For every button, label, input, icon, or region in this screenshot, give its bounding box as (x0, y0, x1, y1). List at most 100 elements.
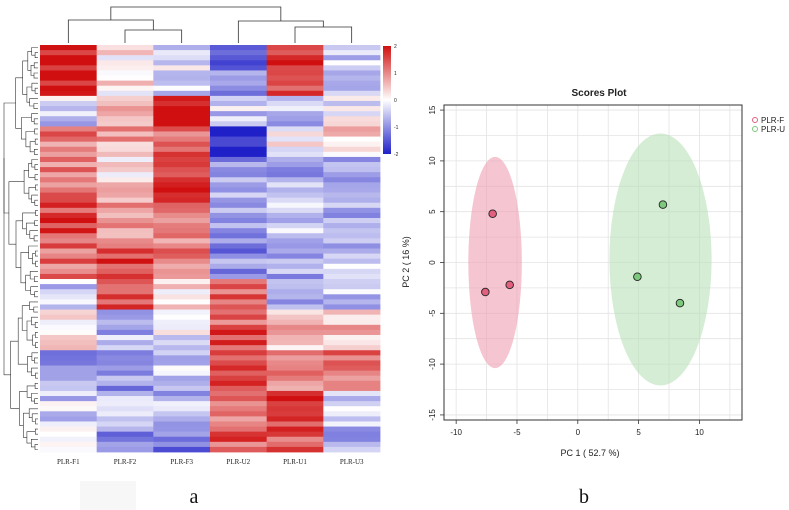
heatmap-cell (210, 243, 268, 249)
heatmap-cell (266, 167, 324, 173)
heatmap-cell (210, 304, 268, 310)
heatmap-cell (266, 365, 324, 371)
heatmap-cell (210, 45, 268, 51)
dendrogram-branch (33, 306, 38, 313)
heatmap-cell (266, 182, 324, 188)
heatmap-cell (323, 309, 381, 316)
heatmap-cell (96, 390, 154, 397)
heatmap-cell (210, 375, 268, 382)
heatmap-panel: PLR-F1 PLR-F2 PLR-F3 PLR-U2 PLR-U1 PLR-U3 2 1 0… (3, 6, 399, 510)
heatmap-colorbar: 2 1 0 -1 -2 (383, 44, 399, 158)
heatmap-cell (153, 212, 211, 219)
heatmap-cell (153, 197, 211, 204)
heatmap-cell (96, 350, 154, 356)
heatmap-cell (323, 233, 381, 239)
heatmap-cell (323, 146, 381, 153)
heatmap-cell (153, 350, 211, 356)
heatmap-cell (96, 314, 154, 321)
x-tick-label: 0 (576, 428, 581, 437)
heatmap-cell (153, 65, 211, 71)
heatmap-cell (323, 375, 381, 382)
heatmap-cell (96, 238, 154, 244)
heatmap-cell (266, 248, 324, 254)
heatmap-cell (210, 167, 268, 173)
heatmap-cell (40, 95, 98, 102)
scatter-point-plr-u (675, 298, 685, 308)
heatmap-cell (40, 55, 98, 61)
heatmap-cell (153, 289, 211, 295)
heatmap-cell (96, 85, 154, 92)
heatmap-cell (153, 375, 211, 382)
heatmap-cell (153, 370, 211, 377)
heatmap-cell (96, 65, 154, 71)
dendrogram-branch (237, 20, 324, 43)
dendrogram-branch (21, 117, 32, 140)
heatmap-cell (153, 233, 211, 239)
heatmap-cell (153, 390, 211, 397)
heatmap-cell (210, 172, 268, 178)
y-axis-label: PC 2 ( 16 %) (401, 236, 411, 288)
heatmap-cell (266, 304, 324, 310)
heatmap-cell (210, 50, 268, 56)
heatmap-cell (210, 141, 268, 148)
scores-plot-panel: Scores Plot -10 -5 0 5 10 -15 -10 -5 0 5 10 15 PC 1… (401, 88, 785, 458)
heatmap-column-label: PLR-F1 (57, 458, 80, 466)
heatmap-cell (323, 177, 381, 183)
dendrogram-branch (31, 316, 38, 326)
dendrogram-branch (34, 149, 38, 155)
heatmap-cell (153, 172, 211, 178)
heatmap-cell (40, 385, 98, 392)
heatmap-cell (153, 324, 211, 331)
heatmap-cell (96, 141, 154, 148)
dendrogram-branch (33, 103, 38, 109)
heatmap-cell (210, 95, 268, 102)
heatmap-cell (153, 55, 211, 61)
colorbar-tick-label: -1 (394, 125, 399, 131)
heatmap-cell (210, 411, 268, 417)
heatmap-cell (323, 253, 381, 260)
heatmap-cell (266, 396, 324, 402)
heatmap-cell (323, 385, 381, 392)
heatmap-cell (210, 182, 268, 188)
heatmap-cell (210, 65, 268, 71)
heatmap-cell (153, 258, 211, 265)
heatmap-cell (210, 416, 268, 422)
heatmap-cell (96, 136, 154, 143)
heatmap-cell (266, 329, 324, 336)
heatmap-cell (210, 319, 268, 326)
heatmap-cell (210, 299, 268, 305)
heatmap-cell (323, 263, 381, 270)
heatmap-cell (96, 156, 154, 163)
heatmap-cell (40, 446, 98, 453)
heatmap-cell (40, 111, 98, 117)
heatmap-cell (323, 182, 381, 188)
heatmap-cell (96, 50, 154, 56)
heatmap-cell (323, 45, 381, 51)
dendrogram-branch (294, 26, 353, 43)
heatmap-cell (210, 324, 268, 331)
heatmap-cell (40, 202, 98, 209)
heatmap-cell (153, 187, 211, 193)
heatmap-cell (210, 233, 268, 239)
heatmap-cell (40, 401, 98, 407)
heatmap-cell (266, 431, 324, 438)
dendrogram-branch (3, 102, 16, 214)
heatmap-cell (40, 299, 98, 305)
heatmap-cell (210, 207, 268, 214)
heatmap-cell (266, 416, 324, 422)
heatmap-cell (96, 75, 154, 82)
heatmap-cell (266, 273, 324, 280)
heatmap-cell (40, 375, 98, 382)
dendrogram-branch (21, 305, 30, 331)
heatmap-cell (323, 273, 381, 280)
heatmap-cell (153, 243, 211, 249)
dendrogram-branch (31, 413, 38, 422)
dendrogram-branch (34, 128, 38, 135)
heatmap-cell (40, 340, 98, 346)
heatmap-cell (40, 50, 98, 56)
heatmap-cell (266, 309, 324, 316)
heatmap-cell (266, 421, 324, 427)
heatmap-cell (210, 380, 268, 387)
heatmap-cell (96, 45, 154, 51)
heatmap-cell (40, 80, 98, 87)
